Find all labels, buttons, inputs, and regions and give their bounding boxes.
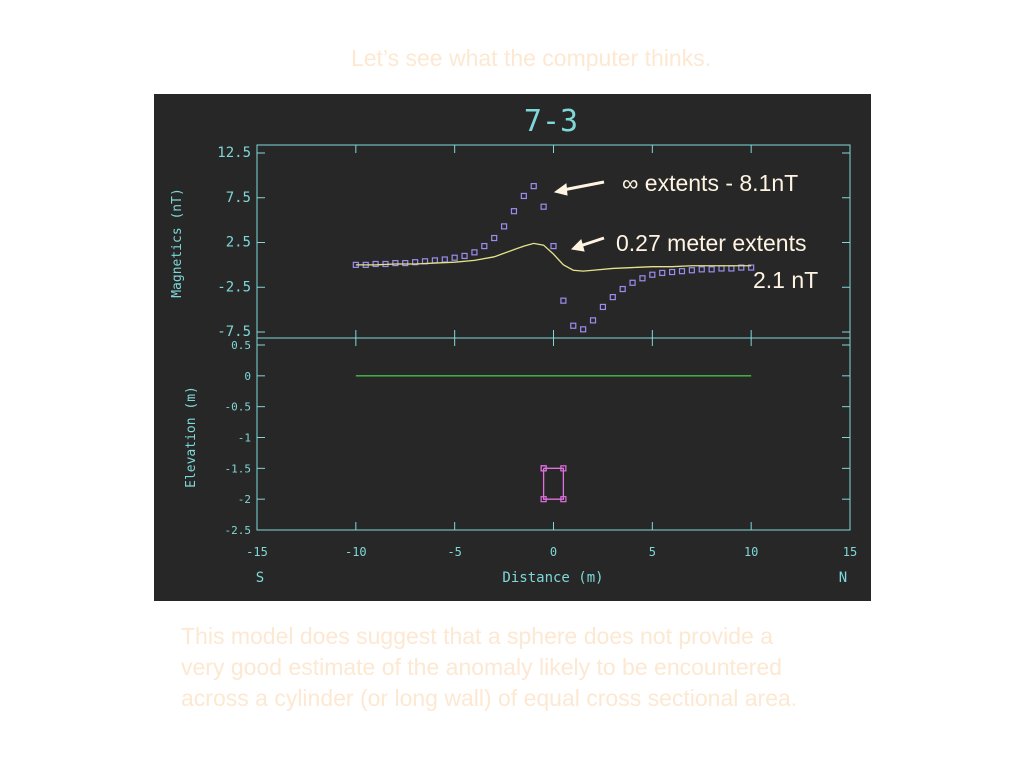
x-end-label: N: [839, 570, 847, 586]
caption-line: This model does suggest that a sphere do…: [181, 623, 773, 649]
point: [560, 297, 567, 304]
point: [451, 254, 458, 261]
annotation: 0.27 meter extents: [616, 230, 807, 256]
point: [570, 322, 577, 329]
y-tick-label: 0.5: [231, 339, 251, 352]
point: [481, 242, 488, 250]
point: [500, 223, 508, 230]
y-tick-label: -1.5: [225, 462, 252, 475]
x-axis-label: Distance (m): [502, 570, 603, 586]
y-axis-label: Magnetics (nT): [170, 188, 185, 298]
y-tick-label: 2.5: [226, 235, 251, 251]
point: [471, 249, 478, 256]
arrow-head: [570, 239, 585, 252]
point: [560, 465, 567, 472]
point: [748, 264, 755, 271]
y-tick-label: -2: [238, 493, 251, 506]
x-tick-label: -15: [246, 545, 268, 559]
chart-title: 7-3: [524, 104, 578, 139]
point: [510, 208, 518, 215]
point: [668, 268, 676, 276]
y-tick-label: 12.5: [217, 145, 251, 161]
point: [392, 259, 399, 267]
y-tick-label: -0.5: [225, 401, 252, 414]
y-axis-label: Elevation (m): [184, 386, 199, 488]
x-end-label: S: [256, 570, 264, 586]
point: [688, 267, 695, 274]
x-tick-label: -5: [447, 545, 461, 559]
x-tick-label: 10: [744, 545, 758, 559]
y-tick-label: -2.5: [225, 524, 252, 537]
point: [491, 234, 498, 242]
point: [609, 293, 616, 301]
point: [520, 192, 527, 200]
point: [708, 266, 715, 273]
point: [540, 496, 547, 503]
point: [372, 260, 379, 268]
point: [550, 242, 557, 250]
point: [540, 465, 547, 472]
annotation: 2.1 nT: [753, 267, 818, 293]
slide-title: Let’s see what the computer thinks.: [351, 45, 711, 71]
y-tick-label: 0: [244, 370, 251, 383]
point: [599, 303, 607, 311]
point: [402, 259, 409, 267]
x-tick-label: -10: [345, 545, 367, 559]
y-tick-label: -2.5: [217, 279, 251, 295]
point: [619, 285, 626, 293]
x-tick-label: 0: [550, 545, 557, 559]
y-tick-label: -1: [238, 432, 251, 445]
point: [461, 252, 468, 260]
point: [540, 203, 547, 210]
point: [678, 268, 686, 275]
point: [580, 326, 587, 333]
point: [649, 271, 656, 278]
y-tick-label: -7.5: [217, 324, 251, 340]
arrow: [562, 180, 605, 192]
point: [698, 266, 705, 273]
arrow-head: [553, 183, 568, 196]
series-line: [355, 242, 752, 272]
point: [659, 269, 666, 277]
x-tick-label: 15: [843, 545, 857, 559]
chart-background: [154, 94, 871, 601]
y-tick-label: 7.5: [226, 190, 251, 206]
point: [530, 183, 537, 190]
series-line: [542, 467, 565, 500]
point: [629, 279, 636, 286]
caption-line: very good estimate of the anomaly likely…: [181, 654, 782, 680]
point: [560, 496, 567, 503]
x-tick-label: 5: [649, 545, 656, 559]
point: [738, 264, 745, 271]
arrow: [579, 236, 605, 248]
annotation: ∞ extents - 8.1nT: [622, 170, 798, 196]
point: [589, 317, 597, 324]
point: [412, 259, 419, 266]
caption-line: across a cylinder (or long wall) of equa…: [181, 685, 797, 711]
point: [639, 275, 646, 282]
annotation-arrows: [553, 180, 605, 252]
